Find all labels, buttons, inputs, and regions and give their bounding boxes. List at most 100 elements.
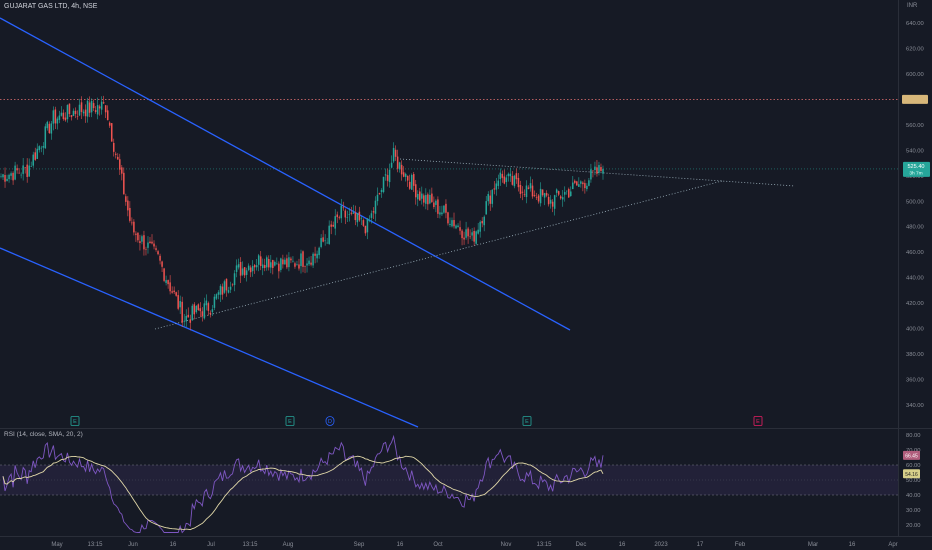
candle-body — [58, 115, 61, 120]
candle-body — [423, 195, 425, 203]
candle-body — [332, 224, 334, 227]
candle-body — [330, 224, 332, 227]
price-tick-label: 540.00 — [906, 148, 924, 154]
candle-body — [46, 121, 49, 129]
candle-body — [592, 170, 594, 172]
event-marker — [325, 416, 335, 426]
price-tick-label: 440.00 — [906, 276, 924, 282]
candle-body — [157, 251, 159, 255]
candle-body — [594, 166, 596, 171]
candle-body — [251, 266, 254, 272]
candle-body — [145, 249, 147, 250]
candle-body — [588, 180, 590, 186]
candle-body — [362, 220, 365, 226]
candle-body — [563, 192, 566, 195]
candle-body — [193, 304, 196, 315]
candle-body — [535, 197, 538, 198]
candle-body — [270, 262, 272, 268]
candle-body — [151, 241, 153, 244]
candle-body — [310, 262, 312, 265]
candle-body — [489, 195, 492, 204]
candle-body — [119, 159, 121, 170]
candle-body — [255, 265, 258, 268]
candle-body — [237, 264, 240, 268]
candle-body — [481, 221, 483, 224]
time-axis-label: Aug — [283, 542, 294, 548]
time-axis-label: 13:15 — [87, 542, 103, 548]
candle-body — [533, 195, 536, 197]
candle-body — [406, 175, 409, 181]
candle-body — [543, 193, 546, 198]
candle-body — [153, 243, 155, 247]
candle-body — [356, 213, 359, 223]
candle-body — [308, 260, 310, 265]
time-axis-label: Dec — [576, 542, 587, 548]
candle-body — [72, 110, 75, 116]
time-axis-label: 2023 — [654, 542, 668, 548]
candle-body — [90, 100, 93, 113]
candle-body — [501, 173, 504, 178]
candle-body — [181, 301, 183, 323]
candle-body — [306, 263, 308, 266]
candle-body — [467, 228, 469, 237]
candle-body — [561, 197, 564, 200]
candle-body — [431, 193, 433, 202]
candle-body — [135, 233, 137, 235]
candle-body — [131, 222, 133, 224]
candle-body — [324, 240, 326, 242]
rsi-line — [2, 434, 604, 534]
candle-body — [340, 205, 343, 219]
price-tick-label: 400.00 — [906, 327, 924, 333]
candle-body — [511, 176, 514, 185]
time-axis-label: 13:15 — [242, 542, 258, 548]
candle-body — [50, 123, 53, 134]
candle-body — [179, 301, 181, 308]
candle-body — [549, 199, 552, 204]
candle-body — [56, 118, 59, 124]
candle-body — [455, 225, 457, 229]
candle-body — [92, 103, 95, 109]
event-marker-letter: E — [756, 419, 760, 425]
candle-body — [404, 173, 407, 177]
candle-body — [531, 185, 534, 197]
rsi-tick-label: 20.00 — [906, 523, 921, 529]
candle-body — [76, 116, 79, 118]
rsi-tick-label: 80.00 — [906, 433, 921, 439]
event-marker — [285, 416, 295, 426]
time-axis-label: 13:15 — [536, 542, 552, 548]
candle-body — [221, 286, 224, 295]
candle-body — [465, 229, 467, 238]
candle-body — [44, 126, 47, 149]
candle-body — [233, 273, 236, 286]
candle-body — [6, 178, 8, 182]
candle-body — [491, 189, 494, 204]
candle-body — [515, 173, 518, 180]
candle-body — [175, 292, 177, 296]
candle-body — [24, 167, 26, 168]
rsi-value-label: 66.45 — [905, 453, 918, 459]
candle-body — [304, 265, 306, 267]
candle-body — [342, 207, 345, 209]
candle-body — [169, 282, 171, 292]
candle-body — [453, 220, 455, 227]
candles-group — [0, 95, 604, 331]
candle-body — [568, 189, 570, 198]
candle-body — [185, 315, 187, 322]
candle-body — [30, 166, 32, 167]
candle-body — [541, 189, 544, 196]
candle-body — [390, 162, 393, 168]
candle-body — [78, 104, 81, 116]
candle-body — [94, 110, 97, 112]
candle-body — [350, 212, 353, 214]
candle-body — [425, 195, 427, 204]
candle-body — [322, 237, 324, 242]
time-axis-label: Mar — [808, 542, 818, 548]
candle-body — [133, 221, 135, 233]
candle-body — [241, 268, 244, 275]
candle-body — [263, 265, 266, 268]
candle-body — [167, 280, 169, 285]
candle-body — [469, 236, 471, 238]
